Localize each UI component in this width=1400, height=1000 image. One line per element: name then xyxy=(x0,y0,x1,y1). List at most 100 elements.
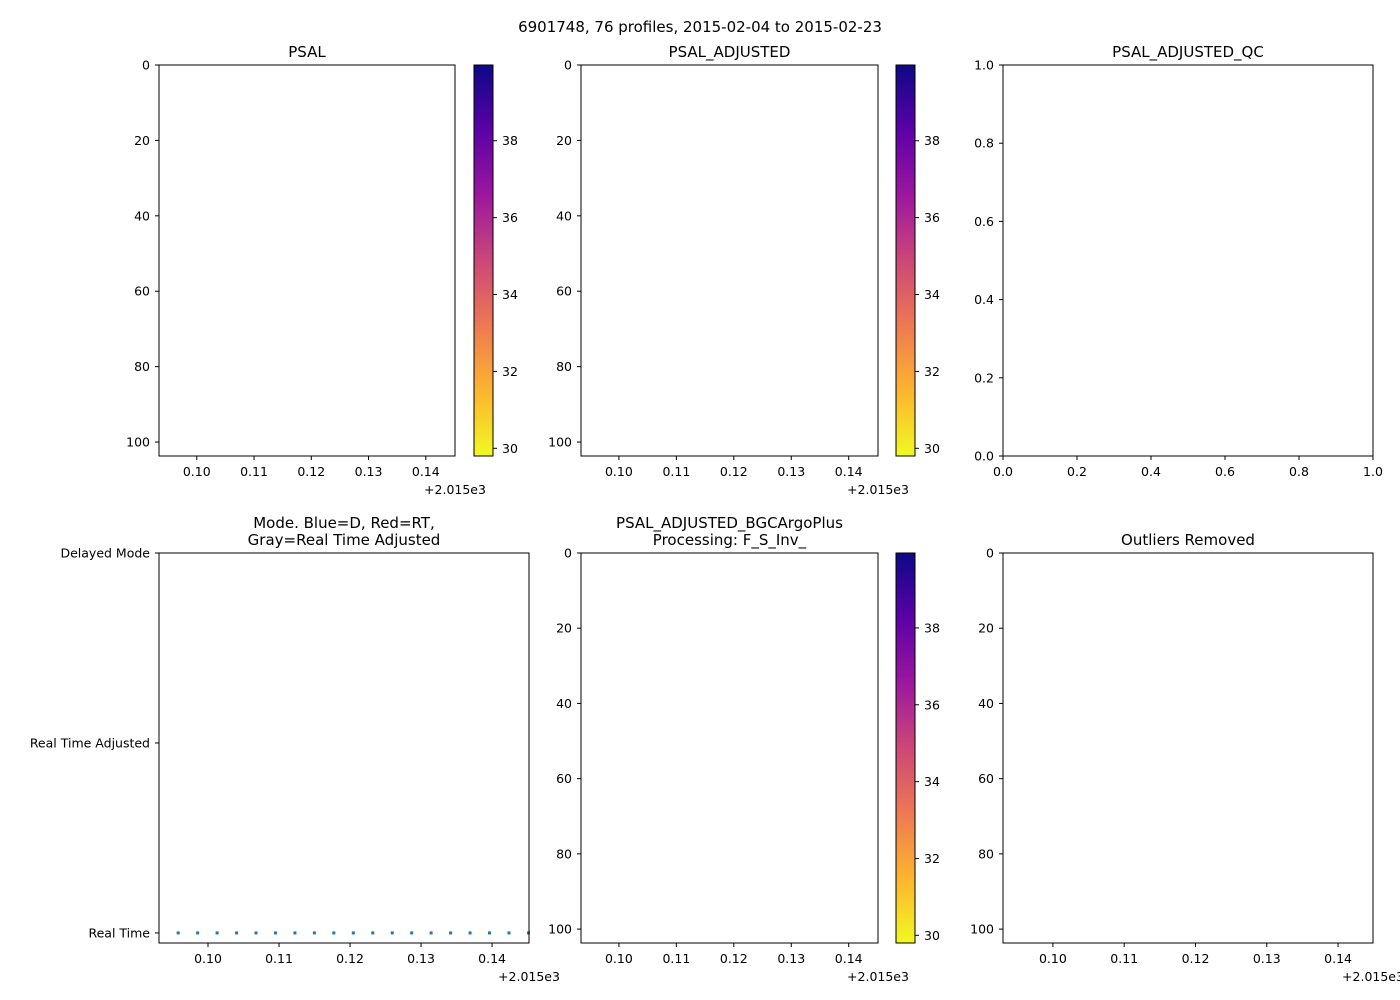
y-tick-label: 40 xyxy=(134,208,150,223)
x-tick-label: 0.10 xyxy=(183,464,211,479)
y-tick-label: 100 xyxy=(126,435,150,450)
x-offset-label: +2.015e3 xyxy=(1342,969,1400,984)
colorbar xyxy=(473,64,494,457)
x-tick-label: 0.12 xyxy=(336,951,364,966)
x-tick-label: 0.13 xyxy=(777,951,805,966)
colorbar-tick-label: 38 xyxy=(924,620,940,635)
y-tick-label: 100 xyxy=(970,922,994,937)
axes-frame xyxy=(580,552,879,944)
colorbar xyxy=(895,552,916,944)
y-tick-label: 0.4 xyxy=(974,292,994,307)
data-point xyxy=(176,931,180,935)
colorbar-tick-label: 32 xyxy=(502,364,518,379)
x-tick-label: 0.13 xyxy=(1253,951,1281,966)
y-tick-label: 0.0 xyxy=(974,449,994,464)
y-tick-label: 40 xyxy=(556,208,572,223)
x-tick-label: 0.4 xyxy=(1141,464,1161,479)
subplot-5: Outliers Removed 0.10 0.11 0.12 0.13 0.14 +2.0… xyxy=(970,531,1400,984)
x-tick-label: 0.8 xyxy=(1289,464,1309,479)
figure-title: 6901748, 76 profiles, 2015-02-04 to 2015… xyxy=(518,18,882,36)
x-tick-label: 0.14 xyxy=(412,464,440,479)
subplot-title: Mode. Blue=D, Red=RT, xyxy=(253,514,435,532)
data-point xyxy=(526,931,530,935)
data-point xyxy=(293,931,297,935)
y-tick-label: 100 xyxy=(548,435,572,450)
data-point xyxy=(468,931,472,935)
colorbar-tick-label: 36 xyxy=(502,210,518,225)
axes-frame xyxy=(158,552,530,944)
x-tick-label: 0.12 xyxy=(297,464,325,479)
data-point xyxy=(235,931,239,935)
x-tick-label: 0.14 xyxy=(478,951,506,966)
y-tick-label: 100 xyxy=(548,922,572,937)
x-tick-label: 0.10 xyxy=(194,951,222,966)
data-point xyxy=(312,931,316,935)
x-tick-label: 0.11 xyxy=(1110,951,1138,966)
data-point xyxy=(488,931,492,935)
subplot-title: PSAL xyxy=(288,43,326,61)
y-tick-label: 1.0 xyxy=(974,58,994,73)
x-tick-label: 0.13 xyxy=(777,464,805,479)
y-tick-label: 80 xyxy=(978,846,994,861)
subplot-0: PSAL 0.10 0.11 0.12 0.13 0.14 +2.015e3 0 20 40 60 8… xyxy=(126,43,518,497)
data-point xyxy=(254,931,258,935)
x-offset-label: +2.015e3 xyxy=(498,969,560,984)
y-tick-label: 0.8 xyxy=(974,136,994,151)
x-offset-label: +2.015e3 xyxy=(424,482,486,497)
data-point xyxy=(273,931,277,935)
subplot-title: Outliers Removed xyxy=(1121,531,1255,549)
colorbar xyxy=(895,64,916,457)
data-point xyxy=(332,931,336,935)
y-tick-label: 0.6 xyxy=(974,214,994,229)
colorbar-tick-label: 36 xyxy=(924,697,940,712)
y-tick-label: 0 xyxy=(986,546,994,561)
x-tick-label: 0.14 xyxy=(835,951,863,966)
y-tick-label: Delayed Mode xyxy=(60,546,150,561)
colorbar-tick-label: 38 xyxy=(502,133,518,148)
y-tick-label: 40 xyxy=(556,696,572,711)
y-tick-label: Real Time Adjusted xyxy=(30,735,150,750)
y-tick-label: 60 xyxy=(978,771,994,786)
y-tick-label: 80 xyxy=(556,359,572,374)
x-tick-label: 0.11 xyxy=(662,951,690,966)
y-tick-label: 20 xyxy=(978,621,994,636)
colorbar-tick-label: 34 xyxy=(924,774,940,789)
data-point xyxy=(429,931,433,935)
data-point xyxy=(215,931,219,935)
subplot-title: Processing: F_S_Inv_ xyxy=(653,531,807,550)
y-tick-label: 0 xyxy=(564,546,572,561)
x-tick-label: 0.14 xyxy=(835,464,863,479)
colorbar-tick-label: 36 xyxy=(924,210,940,225)
y-tick-label: Real Time xyxy=(88,925,150,940)
colorbar-tick-label: 30 xyxy=(924,441,940,456)
x-tick-label: 0.12 xyxy=(1182,951,1210,966)
x-tick-label: 1.0 xyxy=(1363,464,1383,479)
x-tick-label: 0.0 xyxy=(993,464,1013,479)
y-tick-label: 0 xyxy=(142,58,150,73)
colorbar-tick-label: 34 xyxy=(924,287,940,302)
y-tick-label: 0 xyxy=(564,58,572,73)
y-tick-label: 60 xyxy=(556,284,572,299)
x-tick-label: 0.14 xyxy=(1324,951,1352,966)
x-tick-label: 0.13 xyxy=(407,951,435,966)
data-point xyxy=(410,931,414,935)
data-point xyxy=(507,931,511,935)
y-tick-label: 20 xyxy=(134,133,150,148)
data-point xyxy=(351,931,355,935)
subplot-2: PSAL_ADJUSTED_QC 0.0 0.2 0.4 0.6 0.8 1.0 0.0 0.2… xyxy=(974,43,1383,479)
y-tick-label: 60 xyxy=(134,284,150,299)
x-tick-label: 0.11 xyxy=(662,464,690,479)
axes-frame xyxy=(580,64,879,457)
y-tick-label: 40 xyxy=(978,696,994,711)
x-tick-label: 0.10 xyxy=(1039,951,1067,966)
data-point xyxy=(390,931,394,935)
y-tick-label: 20 xyxy=(556,621,572,636)
x-tick-label: 0.12 xyxy=(720,951,748,966)
x-tick-label: 0.11 xyxy=(240,464,268,479)
colorbar-tick-label: 30 xyxy=(502,441,518,456)
axes-frame xyxy=(1002,64,1374,457)
subplot-3: Mode. Blue=D, Red=RT,Gray=Real Time Adju… xyxy=(30,514,560,984)
colorbar-tick-label: 34 xyxy=(502,287,518,302)
subplot-title: PSAL_ADJUSTED_QC xyxy=(1112,43,1264,62)
